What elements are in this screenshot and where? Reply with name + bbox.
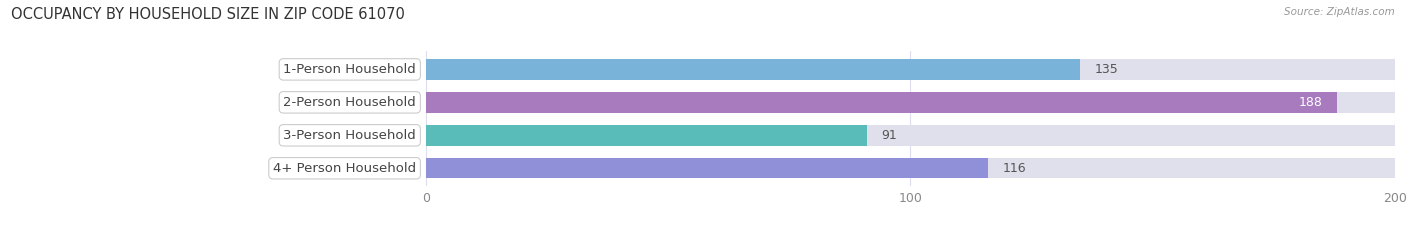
Text: 3-Person Household: 3-Person Household (284, 129, 416, 142)
Text: 116: 116 (1002, 162, 1026, 175)
Bar (426, 92, 1395, 113)
Text: 2-Person Household: 2-Person Household (284, 96, 416, 109)
Text: 91: 91 (882, 129, 897, 142)
Bar (426, 92, 1337, 113)
Text: 135: 135 (1094, 63, 1118, 76)
Bar (426, 59, 1395, 80)
Bar (426, 158, 988, 178)
Bar (426, 125, 1395, 146)
Bar (426, 125, 866, 146)
Bar (426, 59, 1080, 80)
Text: 188: 188 (1298, 96, 1322, 109)
Bar (426, 158, 1395, 178)
Text: 1-Person Household: 1-Person Household (284, 63, 416, 76)
Text: 4+ Person Household: 4+ Person Household (273, 162, 416, 175)
Text: Source: ZipAtlas.com: Source: ZipAtlas.com (1284, 7, 1395, 17)
Text: OCCUPANCY BY HOUSEHOLD SIZE IN ZIP CODE 61070: OCCUPANCY BY HOUSEHOLD SIZE IN ZIP CODE … (11, 7, 405, 22)
